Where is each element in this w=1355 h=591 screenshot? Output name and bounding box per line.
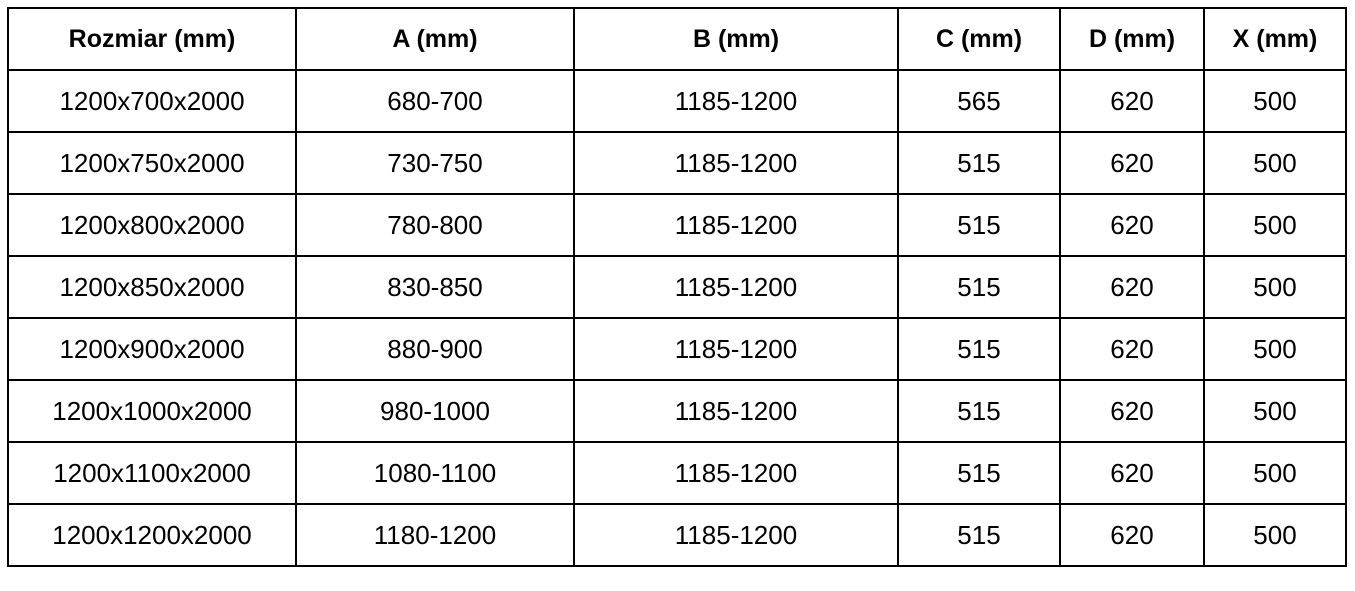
cell-a: 780-800 <box>295 193 575 257</box>
column-header-d: D (mm) <box>1059 7 1205 71</box>
cell-d: 620 <box>1059 379 1205 443</box>
cell-a: 1180-1200 <box>295 503 575 567</box>
table-row: 1200x1100x2000 1080-1100 1185-1200 515 620 50… <box>7 441 1347 505</box>
cell-size: 1200x850x2000 <box>7 255 297 319</box>
cell-size: 1200x750x2000 <box>7 131 297 195</box>
cell-c: 515 <box>897 379 1061 443</box>
cell-x: 500 <box>1203 193 1347 257</box>
table-row: 1200x900x2000 880-900 1185-1200 515 620 500 <box>7 317 1347 381</box>
cell-b: 1185-1200 <box>573 193 899 257</box>
cell-size: 1200x1000x2000 <box>7 379 297 443</box>
table-row: 1200x1000x2000 980-1000 1185-1200 515 620 500 <box>7 379 1347 443</box>
cell-b: 1185-1200 <box>573 503 899 567</box>
header-row: Rozmiar (mm) A (mm) B (mm) C (mm) D (mm) X (m… <box>7 7 1347 71</box>
cell-x: 500 <box>1203 69 1347 133</box>
cell-a: 1080-1100 <box>295 441 575 505</box>
cell-x: 500 <box>1203 379 1347 443</box>
table-row: 1200x1200x2000 1180-1200 1185-1200 515 620 50… <box>7 503 1347 567</box>
cell-b: 1185-1200 <box>573 69 899 133</box>
cell-x: 500 <box>1203 441 1347 505</box>
table-row: 1200x700x2000 680-700 1185-1200 565 620 500 <box>7 69 1347 133</box>
cell-a: 830-850 <box>295 255 575 319</box>
column-header-a: A (mm) <box>295 7 575 71</box>
cell-b: 1185-1200 <box>573 131 899 195</box>
cell-d: 620 <box>1059 193 1205 257</box>
cell-a: 880-900 <box>295 317 575 381</box>
cell-size: 1200x700x2000 <box>7 69 297 133</box>
table-row: 1200x800x2000 780-800 1185-1200 515 620 500 <box>7 193 1347 257</box>
cell-c: 565 <box>897 69 1061 133</box>
cell-c: 515 <box>897 503 1061 567</box>
cell-d: 620 <box>1059 503 1205 567</box>
table-row: 1200x850x2000 830-850 1185-1200 515 620 500 <box>7 255 1347 319</box>
cell-c: 515 <box>897 441 1061 505</box>
cell-x: 500 <box>1203 255 1347 319</box>
cell-size: 1200x1200x2000 <box>7 503 297 567</box>
column-header-c: C (mm) <box>897 7 1061 71</box>
cell-x: 500 <box>1203 503 1347 567</box>
cell-b: 1185-1200 <box>573 441 899 505</box>
cell-x: 500 <box>1203 317 1347 381</box>
cell-b: 1185-1200 <box>573 255 899 319</box>
cell-c: 515 <box>897 255 1061 319</box>
cell-c: 515 <box>897 131 1061 195</box>
cell-c: 515 <box>897 317 1061 381</box>
cell-d: 620 <box>1059 317 1205 381</box>
cell-a: 980-1000 <box>295 379 575 443</box>
cell-x: 500 <box>1203 131 1347 195</box>
cell-a: 730-750 <box>295 131 575 195</box>
cell-size: 1200x900x2000 <box>7 317 297 381</box>
column-header-b: B (mm) <box>573 7 899 71</box>
table-row: 1200x750x2000 730-750 1185-1200 515 620 500 <box>7 131 1347 195</box>
cell-b: 1185-1200 <box>573 379 899 443</box>
column-header-size: Rozmiar (mm) <box>7 7 297 71</box>
cell-a: 680-700 <box>295 69 575 133</box>
dimensions-table: Rozmiar (mm) A (mm) B (mm) C (mm) D (mm) X (m… <box>7 7 1347 567</box>
cell-size: 1200x1100x2000 <box>7 441 297 505</box>
cell-size: 1200x800x2000 <box>7 193 297 257</box>
cell-b: 1185-1200 <box>573 317 899 381</box>
cell-d: 620 <box>1059 131 1205 195</box>
cell-d: 620 <box>1059 69 1205 133</box>
cell-d: 620 <box>1059 441 1205 505</box>
column-header-x: X (mm) <box>1203 7 1347 71</box>
cell-c: 515 <box>897 193 1061 257</box>
cell-d: 620 <box>1059 255 1205 319</box>
